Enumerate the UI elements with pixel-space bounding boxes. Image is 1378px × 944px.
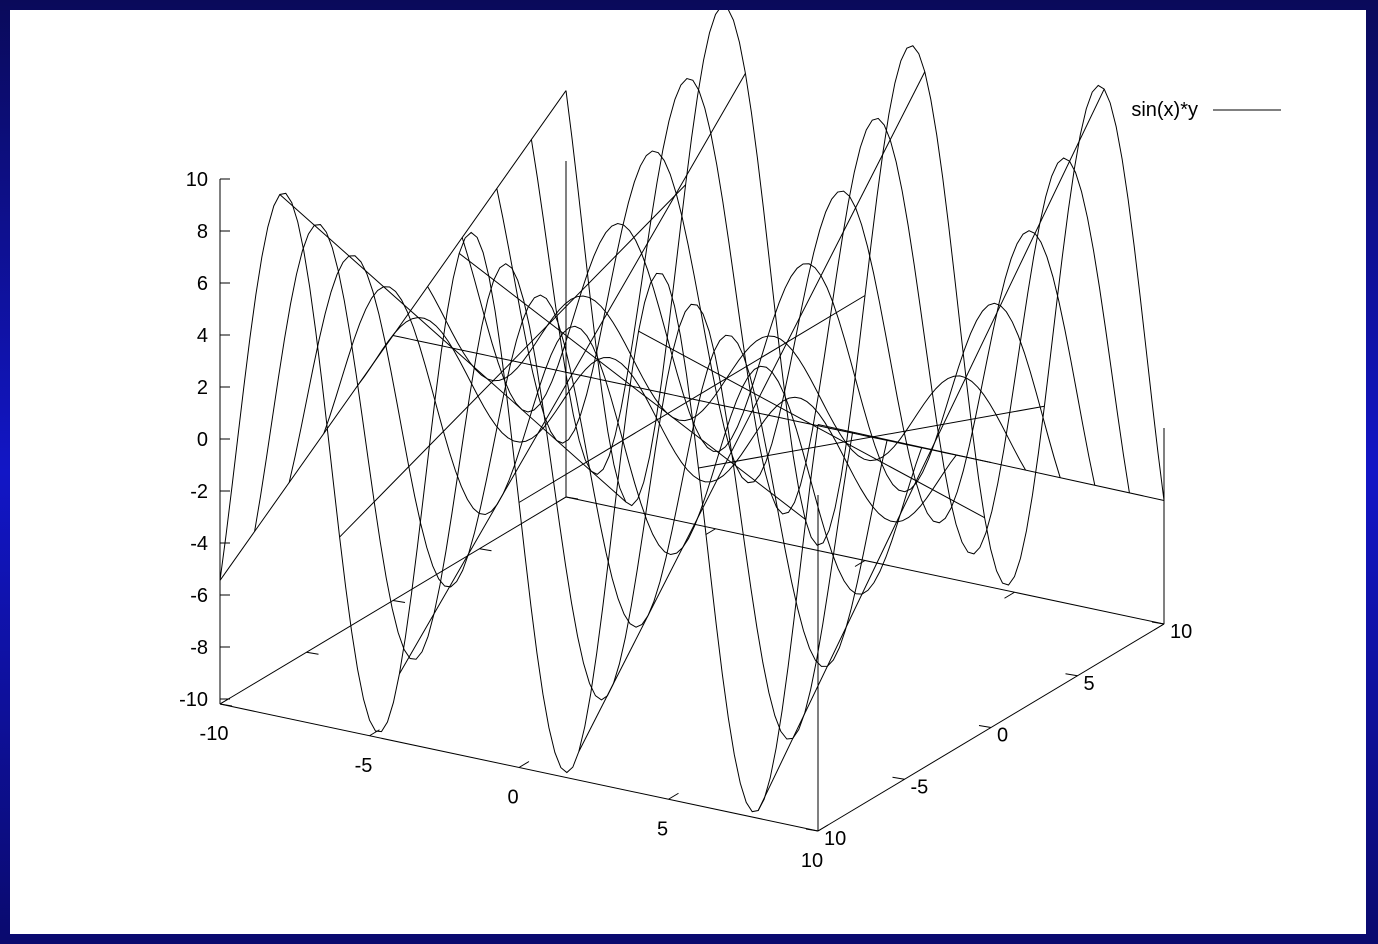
z-tick-label-1: 8	[197, 221, 208, 243]
x-tick-3	[668, 792, 679, 800]
z-tick-label-10: -10	[179, 689, 208, 711]
x-tick-back-0	[555, 496, 567, 504]
y-tick-back-4	[565, 496, 579, 500]
legend: sin(x)*y	[1131, 99, 1281, 121]
surface-isoline-x-2	[339, 184, 686, 538]
y-tick-1	[892, 776, 905, 780]
x-tick-label-0: -10	[200, 723, 229, 745]
x-tick-label-3: 5	[657, 818, 668, 840]
y-tick-0	[805, 828, 819, 832]
surface-isoline-x-1	[279, 194, 627, 503]
y-tick-back-1	[306, 651, 319, 655]
y-tick-back-2	[392, 600, 406, 603]
surface-isoline-x-3	[398, 73, 746, 675]
surface-isoline-x-10	[817, 424, 1165, 501]
x-tick-0	[219, 697, 231, 705]
legend-label-sin-x-y: sin(x)*y	[1131, 99, 1198, 121]
z-tick-label-8: -6	[190, 585, 208, 607]
surface-isoline-x-5	[518, 295, 866, 503]
z-tick-label-5: 0	[197, 429, 208, 451]
x-tick-label-2: 0	[507, 787, 518, 809]
z-tick-label-4: 2	[197, 377, 208, 399]
x-tick-label-1: -5	[355, 755, 373, 777]
x-tick-label-4: 10	[801, 850, 823, 872]
x-tick-back-4	[1153, 623, 1165, 631]
y-tick-back-0	[219, 703, 233, 707]
y-tick-label-0: 10	[824, 828, 846, 850]
z-tick-label-2: 6	[197, 273, 208, 295]
surface-isoline-x-6	[578, 71, 926, 752]
y-tick-label-3: 5	[1084, 673, 1095, 695]
y-tick-2	[978, 725, 992, 728]
z-tick-label-6: -2	[190, 481, 208, 503]
x-tick-back-1	[705, 528, 716, 536]
surface-isoline-x-0	[219, 90, 567, 581]
surface-isoline-x-7	[638, 330, 985, 519]
x-tick-1	[369, 729, 380, 737]
surface-isoline-x-8	[698, 405, 1045, 469]
y-tick-label-4: 10	[1170, 621, 1192, 643]
x-tick-2	[518, 761, 530, 768]
x-tick-back-3	[1004, 591, 1015, 599]
y-tick-label-2: 0	[997, 725, 1008, 747]
surface-wireframe	[219, 10, 1165, 813]
z-tick-label-0: 10	[186, 169, 208, 191]
y-tick-4	[1151, 621, 1165, 625]
y-tick-label-1: -5	[911, 776, 929, 798]
z-tick-label-7: -4	[190, 533, 208, 555]
y-tick-3	[1065, 673, 1078, 677]
surface-isoline-x-4	[458, 252, 806, 520]
y-tick-back-3	[479, 548, 492, 552]
plot-frame: 10 8 6 4 2 0 -2 -4 -6 -8 -10 -10 -5 0 5 10 10 -5 0 5 10 sin(…	[10, 10, 1366, 934]
x-tick-4	[817, 824, 829, 832]
z-tick-label-3: 4	[197, 325, 208, 347]
x-tick-back-2	[854, 560, 866, 567]
axes	[219, 161, 1165, 832]
z-tick-label-9: -8	[190, 637, 208, 659]
